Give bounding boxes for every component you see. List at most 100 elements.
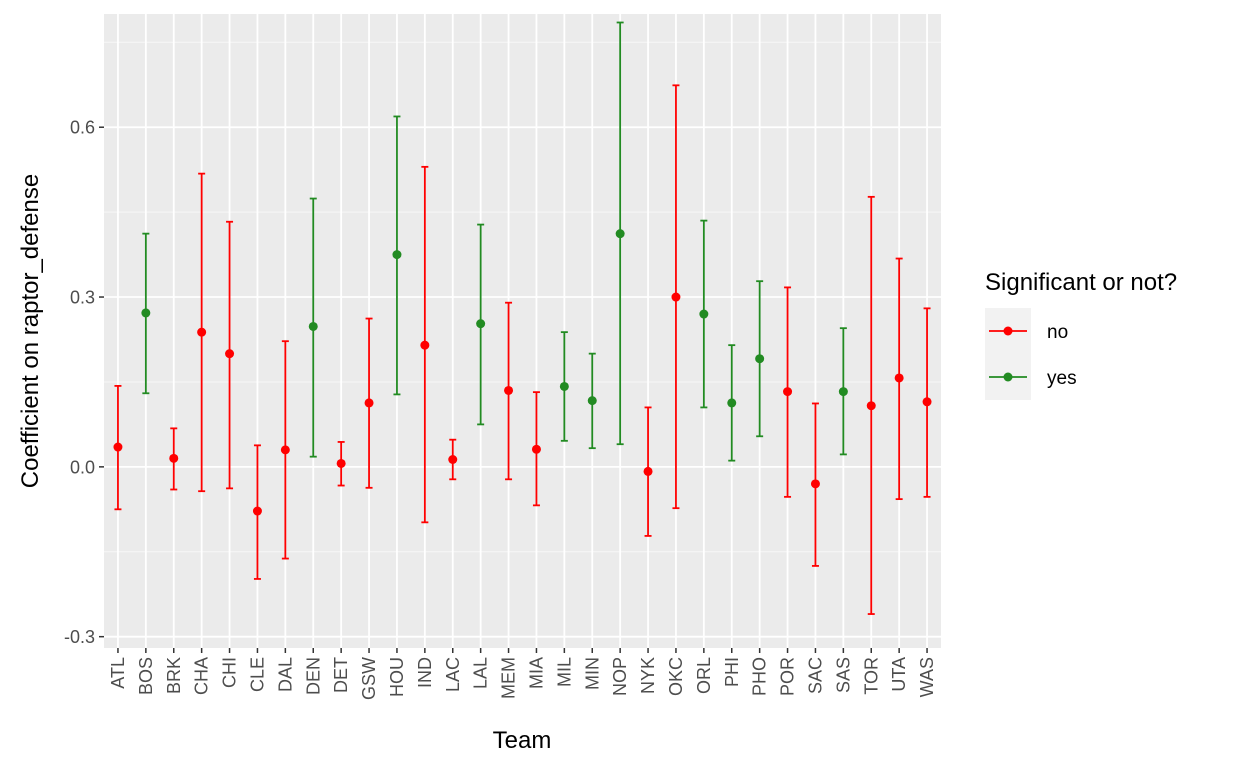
x-tick-label: CHI: [220, 657, 240, 688]
point-was: [922, 397, 932, 407]
x-tick-label: MIN: [582, 657, 602, 690]
errorbar-por: [783, 286, 793, 498]
legend-item-no: no: [985, 308, 1068, 354]
x-tick-label: DAL: [275, 657, 295, 692]
y-axis: -0.3 0.0 0.3 0.6: [64, 118, 104, 647]
point-lac: [448, 454, 458, 464]
errorbar-cha: [197, 172, 207, 493]
x-tick-label: ORL: [694, 657, 714, 694]
errorbar-brk: [169, 427, 179, 491]
point-nyk: [643, 466, 653, 476]
legend-label: no: [1047, 322, 1068, 343]
errorbar-uta: [894, 257, 904, 501]
x-tick-label: OKC: [666, 657, 686, 696]
errorbar-orl: [699, 219, 709, 409]
point-tor: [866, 401, 876, 411]
x-tick-label: LAC: [443, 657, 463, 692]
point-atl: [113, 442, 123, 452]
x-tick-label: MEM: [499, 657, 519, 699]
point-ind: [420, 340, 430, 350]
point-den: [308, 321, 318, 331]
point-cle: [252, 506, 262, 516]
x-tick-label: ATL: [108, 657, 128, 689]
errorbar-gsw: [364, 317, 374, 489]
point-hou: [392, 250, 402, 260]
x-tick-label: PHO: [750, 657, 770, 696]
errorbar-sas: [838, 327, 848, 456]
errorbar-mil: [559, 331, 569, 442]
errorbar-det: [336, 441, 346, 487]
point-orl: [699, 309, 709, 319]
x-tick-label: CHA: [192, 657, 212, 695]
y-tick-label: 0.6: [70, 118, 95, 138]
point-nop: [615, 229, 625, 239]
errorbar-pho: [755, 280, 765, 438]
legend-title: Significant or not?: [985, 269, 1177, 296]
point-min: [587, 396, 597, 406]
errorbar-lal: [476, 223, 486, 426]
point-chi: [225, 349, 235, 359]
y-tick-label: 0.3: [70, 288, 95, 308]
point-lal: [476, 319, 486, 329]
point-mia: [531, 444, 541, 454]
errorbar-chi: [225, 220, 235, 490]
legend-key-point: [1003, 326, 1013, 336]
point-mil: [559, 381, 569, 391]
errorbar-ind: [420, 165, 430, 524]
point-gsw: [364, 398, 374, 408]
errorbar-cle: [252, 444, 262, 580]
x-tick-label: SAC: [805, 657, 825, 694]
errorbar-den: [308, 197, 318, 458]
x-tick-label: TOR: [861, 657, 881, 695]
point-uta: [894, 373, 904, 383]
x-axis: ATL BOS BRK CHA CHI CLE DAL DEN DET GSW HOU IND LAC L…: [108, 648, 937, 700]
point-okc: [671, 292, 681, 302]
x-tick-label: LAL: [471, 657, 491, 689]
x-tick-label: IND: [415, 657, 435, 688]
point-mem: [504, 385, 514, 395]
x-tick-label: CLE: [247, 657, 267, 692]
errorbar-hou: [392, 115, 402, 396]
x-tick-label: POR: [778, 657, 798, 696]
errorbar-was: [922, 307, 932, 498]
x-tick-label: PHI: [722, 657, 742, 687]
errorbar-nop: [615, 21, 625, 446]
errorbar-okc: [671, 84, 681, 510]
x-tick-label: BOS: [136, 657, 156, 695]
x-tick-label: MIA: [526, 657, 546, 689]
point-brk: [169, 453, 179, 463]
chart-marks: [113, 21, 932, 615]
point-cha: [197, 327, 207, 337]
legend-key-point: [1003, 372, 1013, 382]
point-dal: [280, 445, 290, 455]
errorbar-min: [587, 352, 597, 450]
errorbar-mem: [504, 301, 514, 481]
x-tick-label: NYK: [638, 657, 658, 694]
x-tick-label: NOP: [610, 657, 630, 696]
point-pho: [755, 354, 765, 364]
x-tick-label: HOU: [387, 657, 407, 697]
legend-keys: no yes: [985, 308, 1077, 400]
x-axis-title: Team: [493, 727, 552, 754]
point-por: [783, 387, 793, 397]
point-sas: [838, 387, 848, 397]
x-tick-label: DEN: [303, 657, 323, 695]
errorbar-phi: [727, 344, 737, 462]
x-tick-label: GSW: [359, 657, 379, 700]
y-tick-label: -0.3: [64, 627, 95, 647]
point-bos: [141, 308, 151, 318]
x-tick-label: DET: [331, 657, 351, 693]
y-tick-label: 0.0: [70, 457, 95, 477]
point-det: [336, 458, 346, 468]
x-tick-label: WAS: [917, 657, 937, 697]
x-tick-label: MIL: [554, 657, 574, 687]
x-tick-label: BRK: [164, 657, 184, 694]
errorbar-nyk: [643, 406, 653, 537]
point-phi: [727, 398, 737, 408]
y-axis-title: Coefficient on raptor_defense: [17, 174, 44, 488]
legend-label: yes: [1047, 368, 1077, 389]
errorbar-lac: [448, 438, 458, 481]
errorbar-tor: [866, 195, 876, 615]
errorbar-sac: [810, 402, 820, 567]
legend: Significant or not? no yes: [985, 269, 1177, 400]
